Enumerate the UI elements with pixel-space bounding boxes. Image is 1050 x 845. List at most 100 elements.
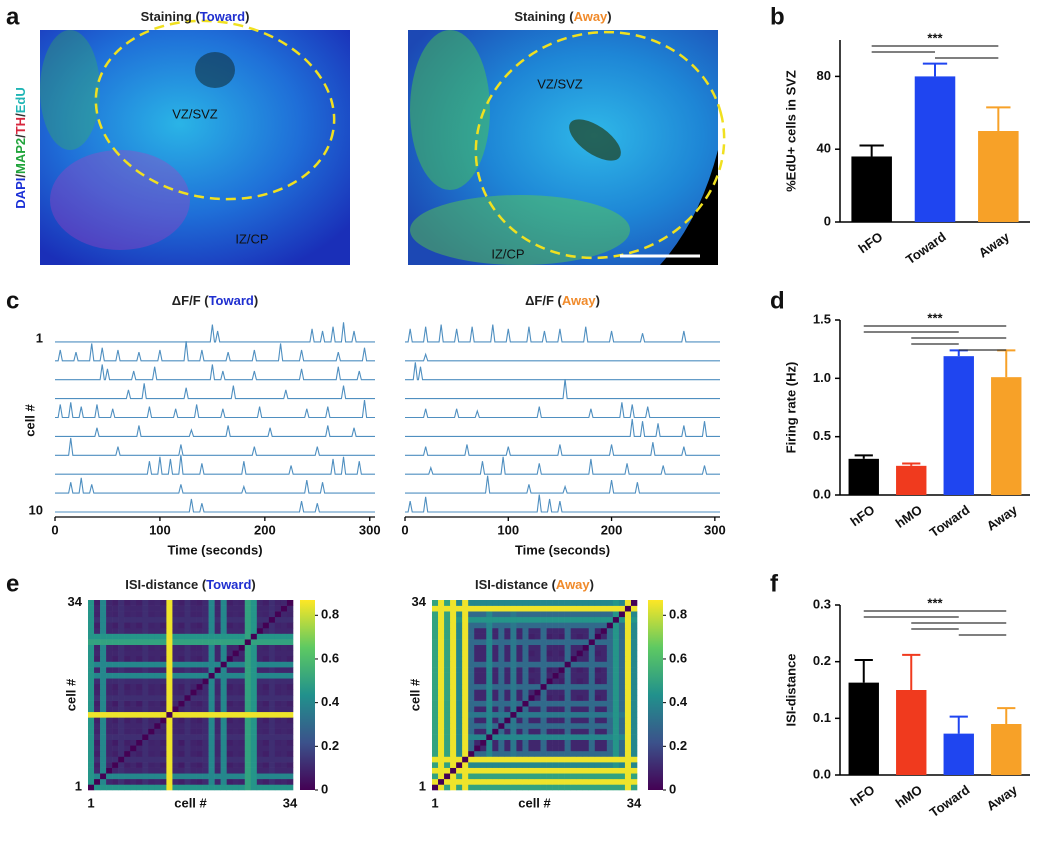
- heatmap-cell: [588, 700, 596, 707]
- heatmap-cell: [540, 600, 547, 606]
- heatmap-cell: [486, 717, 493, 724]
- heatmap-cell: [516, 655, 523, 662]
- heatmap-cell: [552, 695, 559, 701]
- heatmap-cell: [528, 767, 535, 774]
- heatmap-cell: [480, 678, 487, 685]
- heatmap-cell: [100, 650, 107, 657]
- heatmap-cell: [438, 722, 445, 729]
- heatmap-cell: [606, 683, 614, 690]
- heatmap-cell: [504, 706, 511, 713]
- heatmap-cell: [100, 750, 107, 757]
- heatmap-cell: [528, 639, 535, 646]
- heatmap-cell: [450, 600, 457, 606]
- heatmap-cell: [582, 773, 590, 780]
- heatmap-cell: [432, 750, 439, 757]
- heatmap-cell: [100, 756, 107, 763]
- heatmap-cell: [564, 745, 571, 752]
- heatmap-cell: [528, 706, 535, 713]
- heatmap-cell: [438, 745, 445, 752]
- heatmap-cell: [202, 756, 209, 763]
- heatmap-cell: [558, 633, 565, 640]
- heatmap-cell: [190, 611, 197, 618]
- heatmap-cell: [570, 750, 578, 757]
- heatmap-cell: [564, 711, 571, 718]
- heatmap-cell: [606, 695, 614, 701]
- heatmap-cell: [100, 605, 107, 612]
- heatmap-cell: [498, 633, 505, 640]
- heatmap-cell: [438, 650, 445, 657]
- heatmap-cell: [118, 667, 125, 673]
- heatmap-cell: [118, 722, 125, 729]
- heatmap-cell: [498, 706, 505, 713]
- heatmap-cell: [274, 639, 282, 646]
- heatmap-cell: [286, 605, 294, 612]
- heatmap-cell: [444, 622, 451, 629]
- heatmap-cell: [118, 655, 125, 662]
- heatmap-cell: [576, 728, 584, 735]
- heatmap-cell: [498, 689, 505, 696]
- heatmap-cell: [196, 739, 203, 746]
- heatmap-cell: [486, 600, 493, 606]
- heatmap-cell: [172, 750, 179, 757]
- heatmap-cell: [256, 784, 264, 791]
- heatmap-cell: [624, 683, 632, 690]
- heatmap-cell: [498, 644, 505, 651]
- heatmap-cell: [106, 611, 113, 618]
- heatmap-cell: [522, 611, 529, 618]
- heatmap-cell: [516, 644, 523, 651]
- heatmap-cell: [220, 717, 227, 724]
- colorbar-tick-label: 0: [321, 781, 328, 796]
- heatmap-cell: [552, 633, 559, 640]
- heatmap-cell: [100, 734, 107, 741]
- heatmap-cell: [166, 734, 173, 741]
- heatmap-cell: [256, 655, 264, 662]
- x-tick-label: Away: [984, 782, 1021, 814]
- heatmap-cell: [184, 644, 191, 651]
- heatmap-cell: [432, 739, 439, 746]
- heatmap-cell: [474, 683, 481, 690]
- heatmap-cell: [220, 644, 227, 651]
- heatmap-cell: [94, 616, 101, 623]
- heatmap-cell: [172, 689, 179, 696]
- heatmap-cell: [516, 728, 523, 735]
- heatmap-cell: [184, 762, 191, 768]
- heatmap-cell: [160, 762, 167, 768]
- heatmap-cell: [618, 622, 626, 629]
- heatmap-cell: [142, 739, 149, 746]
- heatmap-cell: [214, 622, 221, 629]
- heatmap-cell: [136, 600, 143, 606]
- heatmap-cell: [510, 661, 517, 668]
- heatmap-cell: [112, 605, 119, 612]
- heatmap-cell: [94, 706, 101, 713]
- heatmap-cell: [546, 778, 553, 785]
- heatmap-cell: [184, 616, 191, 623]
- x-tick-label: Away: [984, 502, 1021, 534]
- heatmap-cell: [576, 678, 584, 685]
- heatmap-cell: [438, 750, 445, 757]
- heatmap-cell: [546, 627, 553, 634]
- heatmap-cell: [268, 745, 276, 752]
- heatmap-cell: [118, 739, 125, 746]
- heatmap-cell: [588, 717, 596, 724]
- heatmap-cell: [136, 667, 143, 673]
- x-tick-label: Toward: [927, 502, 973, 540]
- heatmap-cell: [94, 672, 101, 679]
- heatmap-cell: [244, 739, 252, 746]
- heatmap-cell: [570, 711, 578, 718]
- heatmap-cell: [522, 678, 529, 685]
- heatmap-cell: [468, 773, 475, 780]
- heatmap-cell: [456, 762, 463, 768]
- row-label: 1: [36, 330, 43, 345]
- y-tick-label: 1.0: [813, 370, 831, 385]
- heatmap-cell: [456, 722, 463, 729]
- heatmap-cell: [94, 778, 101, 785]
- heatmap-cell: [280, 756, 288, 763]
- heatmap-cell: [250, 722, 258, 729]
- heatmap-cell: [280, 667, 288, 673]
- heatmap-cell: [238, 605, 246, 612]
- heatmap-cell: [202, 722, 209, 729]
- heatmap-cell: [154, 745, 161, 752]
- heatmap-cell: [136, 745, 143, 752]
- heatmap-cell: [178, 767, 185, 774]
- panel-title: ΔF/F (Away): [525, 293, 600, 308]
